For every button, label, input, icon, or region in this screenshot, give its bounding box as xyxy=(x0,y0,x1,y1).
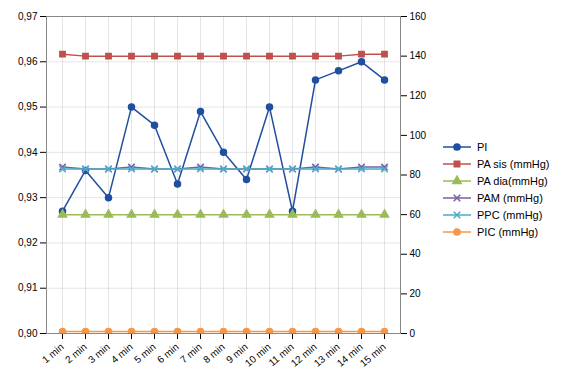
svg-text:0,97: 0,97 xyxy=(18,11,38,22)
html-text:PA sis (mmHg): PA sis (mmHg) xyxy=(477,158,550,170)
html-text:PIC (mmHg): PIC (mmHg) xyxy=(477,226,539,238)
svg-text:8 min: 8 min xyxy=(201,341,227,365)
svg-text:160: 160 xyxy=(410,11,427,22)
svg-text:0,96: 0,96 xyxy=(18,56,38,67)
svg-text:0,91: 0,91 xyxy=(18,282,38,293)
svg-text:3 min: 3 min xyxy=(86,341,112,365)
svg-text:100: 100 xyxy=(410,130,427,141)
svg-text:12 min: 12 min xyxy=(288,341,319,369)
svg-text:15 min: 15 min xyxy=(358,341,388,369)
svg-text:140: 140 xyxy=(410,50,427,61)
svg-text:0: 0 xyxy=(410,328,416,339)
svg-text:0,95: 0,95 xyxy=(18,101,38,112)
svg-text:9 min: 9 min xyxy=(224,341,250,366)
svg-text:13 min: 13 min xyxy=(311,341,342,369)
svg-text:40: 40 xyxy=(410,248,422,259)
svg-text:10 min: 10 min xyxy=(243,341,273,369)
html-text:PAM (mmHg): PAM (mmHg) xyxy=(477,192,543,204)
svg-text:0,92: 0,92 xyxy=(18,237,38,248)
svg-text:6 min: 6 min xyxy=(155,341,181,365)
svg-text:0,93: 0,93 xyxy=(18,192,38,203)
html-text:PI: PI xyxy=(477,141,488,153)
svg-text:80: 80 xyxy=(410,169,422,180)
svg-text:11 min: 11 min xyxy=(266,341,296,369)
html-text:PPC (mmHg): PPC (mmHg) xyxy=(477,209,543,221)
svg-text:5 min: 5 min xyxy=(132,341,158,365)
svg-text:60: 60 xyxy=(410,209,422,220)
svg-text:0,94: 0,94 xyxy=(18,147,38,158)
svg-text:120: 120 xyxy=(410,90,427,101)
svg-text:14 min: 14 min xyxy=(334,341,365,369)
svg-text:4 min: 4 min xyxy=(109,341,135,365)
svg-text:7 min: 7 min xyxy=(178,341,204,365)
svg-text:20: 20 xyxy=(410,288,422,299)
svg-text:1 min: 1 min xyxy=(40,341,66,365)
html-text:PA dia(mmHg): PA dia(mmHg) xyxy=(477,175,548,187)
svg-text:0,90: 0,90 xyxy=(18,328,38,339)
svg-text:2 min: 2 min xyxy=(63,341,89,365)
